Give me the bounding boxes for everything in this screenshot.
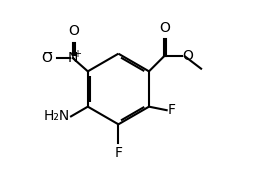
Text: −: − <box>43 47 53 60</box>
Text: O: O <box>160 22 171 35</box>
Text: F: F <box>168 103 176 117</box>
Text: N: N <box>68 51 78 65</box>
Text: +: + <box>73 49 81 59</box>
Text: H₂N: H₂N <box>43 109 70 123</box>
Text: O: O <box>183 49 194 63</box>
Text: O: O <box>68 24 79 38</box>
Text: O: O <box>42 51 52 65</box>
Text: F: F <box>114 146 122 160</box>
